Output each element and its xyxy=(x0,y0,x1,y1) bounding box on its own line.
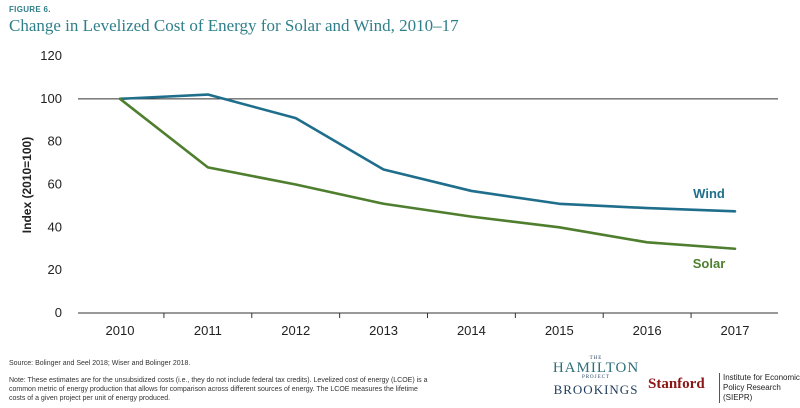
chart-title: Change in Levelized Cost of Energy for S… xyxy=(9,16,459,35)
hamilton-project-logo: THE HAMILTON PROJECT BROOKINGS xyxy=(552,356,640,398)
x-tick-label: 2010 xyxy=(106,323,135,338)
x-tick-label: 2017 xyxy=(721,323,750,338)
series-label-solar: Solar xyxy=(693,256,726,271)
x-tick-label: 2013 xyxy=(369,323,398,338)
series-line-wind xyxy=(118,93,737,213)
y-tick-label: 20 xyxy=(48,262,62,277)
y-tick-label: 100 xyxy=(40,91,62,106)
series-lines xyxy=(118,93,737,251)
y-axis: 0 20 40 60 80 100 120 xyxy=(40,48,62,320)
hamilton-the-text: THE xyxy=(589,356,603,361)
series-labels: Wind Solar xyxy=(693,186,726,271)
y-tick-label: 120 xyxy=(40,48,62,63)
source-text: Source: Bolinger and Seel 2018; Wiser an… xyxy=(9,360,191,367)
brookings-text: BROOKINGS xyxy=(553,382,639,397)
hamilton-project-text: PROJECT xyxy=(581,375,611,380)
series-line-solar xyxy=(118,97,737,251)
y-tick-label: 40 xyxy=(48,219,62,234)
y-tick-label: 80 xyxy=(48,134,62,149)
x-tick-label: 2016 xyxy=(633,323,662,338)
hamilton-name-text: HAMILTON xyxy=(552,360,640,376)
x-tick-label: 2011 xyxy=(194,323,222,338)
x-axis: 2010 2011 2012 2013 2014 2015 2016 2017 xyxy=(78,312,778,338)
siepr-logo-text: Institute for Economic Policy Research (… xyxy=(719,373,800,403)
figure-label: FIGURE 6. xyxy=(9,5,51,14)
series-label-wind: Wind xyxy=(693,186,725,201)
y-axis-label: Index (2010=100) xyxy=(20,137,34,233)
stanford-logo: Stanford xyxy=(648,376,705,392)
x-tick-label: 2012 xyxy=(281,323,310,338)
y-tick-label: 0 xyxy=(55,305,62,320)
y-tick-label: 60 xyxy=(48,177,62,192)
x-tick-label: 2014 xyxy=(457,323,486,338)
line-chart: 0 20 40 60 80 100 120 2010 2011 2012 2013 2014 2015… xyxy=(20,48,778,338)
note-text: Note: These estimates are for the unsubs… xyxy=(9,377,428,402)
x-tick-label: 2015 xyxy=(545,323,574,338)
